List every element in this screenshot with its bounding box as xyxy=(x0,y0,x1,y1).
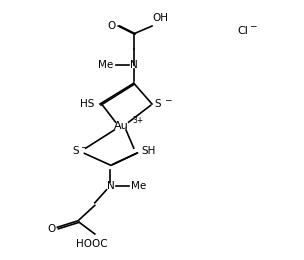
Text: HOOC: HOOC xyxy=(76,239,108,249)
Text: −: − xyxy=(81,142,88,151)
Text: HS: HS xyxy=(81,99,95,109)
Text: N: N xyxy=(106,181,114,191)
Text: S: S xyxy=(73,146,79,156)
Text: Me: Me xyxy=(98,60,113,70)
Text: 3+: 3+ xyxy=(133,116,144,125)
Text: SH: SH xyxy=(142,146,156,156)
Text: S: S xyxy=(155,99,161,109)
Text: O: O xyxy=(47,224,56,234)
Text: Me: Me xyxy=(131,181,147,191)
Text: OH: OH xyxy=(152,14,168,23)
Text: Cl: Cl xyxy=(238,26,249,36)
Text: −: − xyxy=(164,96,171,105)
Text: O: O xyxy=(107,21,116,31)
Text: Au: Au xyxy=(113,121,128,131)
Text: N: N xyxy=(130,60,138,70)
Text: −: − xyxy=(250,22,257,30)
